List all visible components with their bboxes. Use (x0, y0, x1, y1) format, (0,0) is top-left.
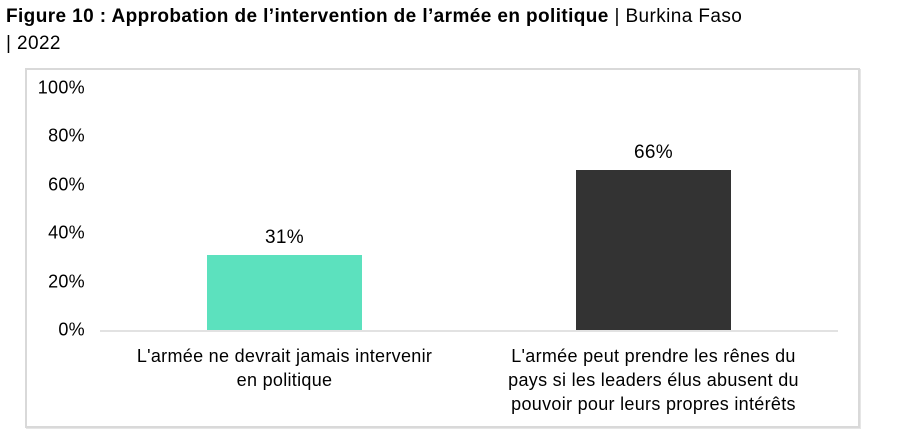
x-axis-label-line: pouvoir pour leurs propres intérêts (511, 394, 796, 414)
y-axis-tick-20: 20% (48, 271, 85, 292)
x-axis-label-never-intervene: L'armée ne devrait jamais intervenir en … (100, 344, 469, 416)
y-axis-tick-60: 60% (48, 174, 85, 195)
bar-can-take-over (576, 170, 731, 330)
bar-group-can-take-over: 66% (469, 88, 838, 330)
x-axis-label-line: L'armée ne devrait jamais intervenir (136, 346, 433, 366)
x-axis-label-line: L'armée peut prendre les rênes du (511, 346, 796, 366)
x-axis-label-line: en politique (236, 370, 333, 390)
bar-value-label: 31% (265, 226, 304, 248)
y-axis-tick-40: 40% (48, 222, 85, 243)
figure-title-line2: | 2022 (6, 33, 61, 54)
x-axis-label-can-take-over: L'armée peut prendre les rênes du pays s… (469, 344, 838, 416)
figure-title-regular: | Burkina Faso (608, 6, 743, 27)
y-axis-tick-80: 80% (48, 125, 85, 146)
y-axis-tick-100: 100% (37, 77, 85, 98)
bar-never-intervene (207, 254, 362, 330)
x-axis: L'armée ne devrait jamais intervenir en … (100, 344, 838, 416)
x-axis-label-line: pays si les leaders élus abusent du (508, 370, 799, 390)
plot-area: 31% 66% (100, 88, 838, 332)
figure-title-bold: Figure 10 : Approbation de l’interventio… (6, 6, 609, 27)
y-axis: 100% 80% 60% 40% 20% 0% (27, 78, 85, 340)
chart-plot-frame: 100% 80% 60% 40% 20% 0% 31% 66% L'armée … (25, 68, 860, 428)
bar-value-label: 66% (634, 142, 673, 164)
y-axis-tick-0: 0% (58, 319, 85, 340)
figure-title: Figure 10 : Approbation de l’interventio… (6, 3, 899, 57)
bar-group-never-intervene: 31% (100, 88, 469, 330)
